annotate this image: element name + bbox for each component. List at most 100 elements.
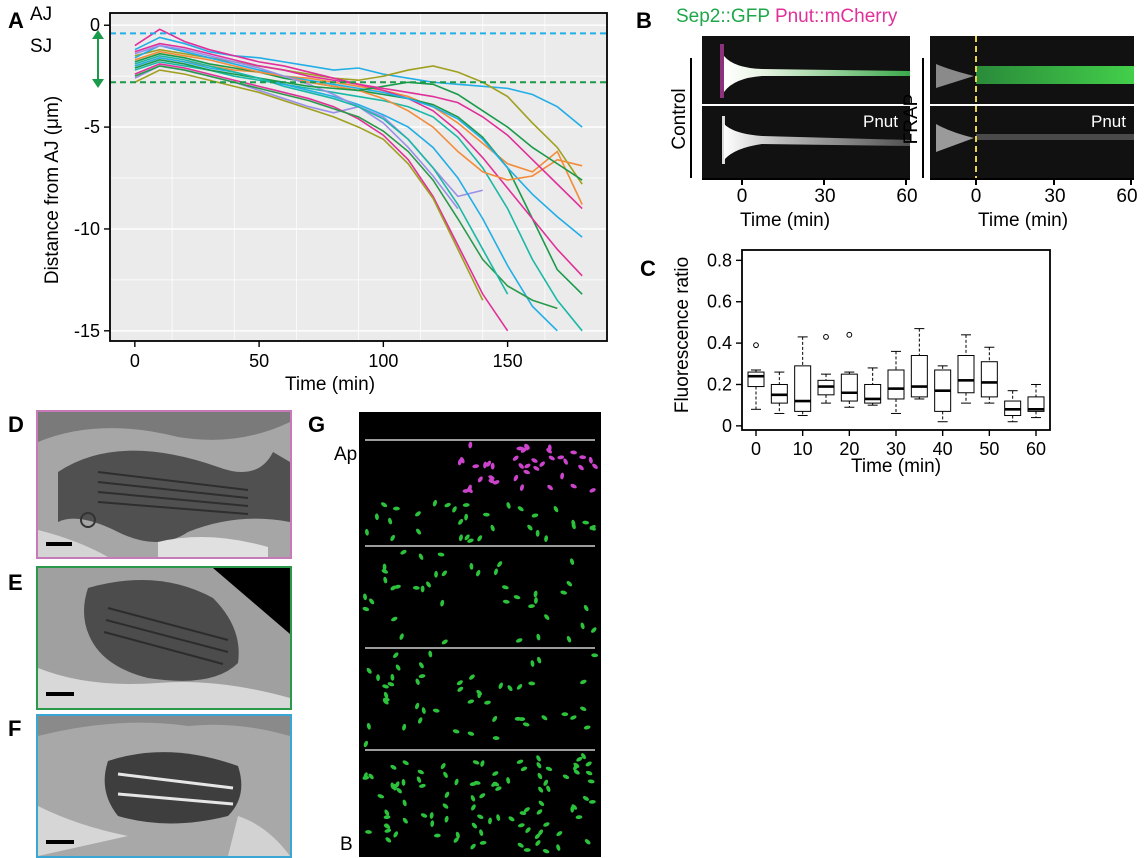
- sj-punctum: [393, 652, 399, 658]
- sj-punctum: [390, 673, 395, 681]
- apical-label: Ap: [334, 444, 358, 465]
- panel-label-g: G: [308, 412, 326, 437]
- sj-punctum: [473, 780, 481, 785]
- c-x-tick-label: 50: [979, 439, 999, 459]
- sj-punctum: [418, 674, 426, 679]
- a-series-line-16: [134, 54, 509, 295]
- sj-punctum: [525, 827, 531, 833]
- sj-punctum: [484, 700, 491, 705]
- sj-punctum: [467, 487, 473, 493]
- sj-punctum: [433, 833, 441, 838]
- sj-punctum: [584, 839, 591, 845]
- frap-kymograph: Pnut: [930, 36, 1134, 178]
- sj-punctum: [516, 759, 524, 764]
- sj-punctum: [419, 662, 424, 669]
- sj-punctum: [490, 524, 495, 532]
- sj-punctum: [570, 805, 575, 813]
- sj-punctum: [383, 576, 388, 584]
- sj-punctum: [416, 528, 422, 535]
- sj-punctum: [513, 595, 521, 600]
- sj-punctum: [536, 762, 542, 769]
- sj-punctum: [544, 535, 549, 542]
- sj-punctum: [395, 664, 401, 671]
- sj-punctum: [518, 823, 525, 828]
- sj-punctum: [531, 513, 539, 518]
- sj-punctum: [508, 816, 515, 822]
- sj-punctum: [402, 723, 407, 731]
- sj-punctum: [366, 722, 371, 730]
- sj-punctum: [417, 769, 424, 775]
- sj-punctum: [488, 475, 495, 480]
- sj-punctum: [518, 463, 524, 469]
- c-box-1: [770, 371, 788, 414]
- sj-label: SJ: [30, 36, 53, 57]
- x-axis-label: Time (min): [285, 374, 375, 395]
- panel-label-e: E: [8, 570, 23, 595]
- a-y-tick-label: -15: [74, 321, 100, 341]
- c-box-11: [1004, 390, 1022, 423]
- sj-punctum: [434, 570, 438, 578]
- sj-punctum: [363, 593, 367, 601]
- sj-punctum: [520, 447, 527, 453]
- sj-punctum: [561, 712, 569, 717]
- c-box-7: [910, 328, 928, 400]
- sj-punctum: [570, 715, 577, 720]
- sj-punctum: [470, 795, 476, 802]
- sj-punctum: [415, 702, 420, 710]
- sj-punctum: [587, 779, 595, 784]
- sj-punctum: [514, 716, 522, 721]
- sj-punctum: [401, 779, 406, 786]
- sj-punctum: [395, 781, 400, 788]
- c-x-tick-label: 30: [886, 439, 906, 459]
- sj-punctum: [400, 549, 407, 555]
- sj-punctum: [399, 633, 404, 640]
- control-tick-label-30: 30: [814, 186, 836, 207]
- sj-punctum: [462, 503, 470, 507]
- sj-punctum: [452, 506, 457, 513]
- c-box-3: [817, 333, 835, 404]
- sj-punctum: [384, 809, 390, 816]
- sj-punctum: [479, 793, 486, 799]
- sj-punctum: [477, 535, 483, 542]
- sj-punctum: [556, 831, 563, 837]
- a-y-tick-label: 0: [90, 15, 100, 35]
- sj-punctum: [533, 590, 538, 598]
- sj-punctum: [533, 465, 540, 471]
- sj-punctum: [443, 771, 448, 778]
- sj-punctum: [588, 456, 593, 464]
- sj-punctum: [537, 772, 543, 780]
- sj-punctum: [530, 660, 535, 667]
- sj-punctum: [383, 815, 391, 820]
- sj-punctum: [417, 717, 423, 724]
- sj-punctum: [362, 606, 370, 612]
- sj-punctum: [588, 799, 596, 804]
- sj-punctum: [566, 580, 573, 587]
- sj-punctum: [591, 627, 597, 633]
- sj-punctum: [583, 725, 591, 730]
- sj-punctum: [486, 460, 492, 467]
- sj-punctum: [582, 520, 590, 525]
- sj-punctum: [374, 513, 379, 521]
- sj-punctum: [534, 597, 538, 604]
- frap-tick-label-30: 30: [1044, 186, 1066, 207]
- sj-punctum: [475, 569, 481, 577]
- sj-punctum: [528, 681, 536, 686]
- sj-punctum: [591, 653, 599, 658]
- frap-pnut-label: Pnut: [1091, 112, 1126, 131]
- sj-punctum: [428, 650, 433, 658]
- sj-punctum: [535, 840, 541, 846]
- sj-punctum: [578, 464, 584, 471]
- sj-punctum: [432, 499, 438, 507]
- sj-punctum: [563, 458, 568, 465]
- sj-punctum: [585, 770, 593, 776]
- sj-punctum: [382, 697, 390, 702]
- sj-punctum: [365, 830, 372, 834]
- sj-punctum: [570, 450, 578, 455]
- sj-punctum: [470, 843, 476, 850]
- sj-punctum: [523, 848, 531, 852]
- sj-punctum: [469, 563, 474, 570]
- panel-label-b: B: [636, 8, 652, 33]
- sj-punctum: [573, 764, 579, 771]
- sj-punctum: [589, 488, 596, 493]
- scale-bar-f: [46, 840, 74, 844]
